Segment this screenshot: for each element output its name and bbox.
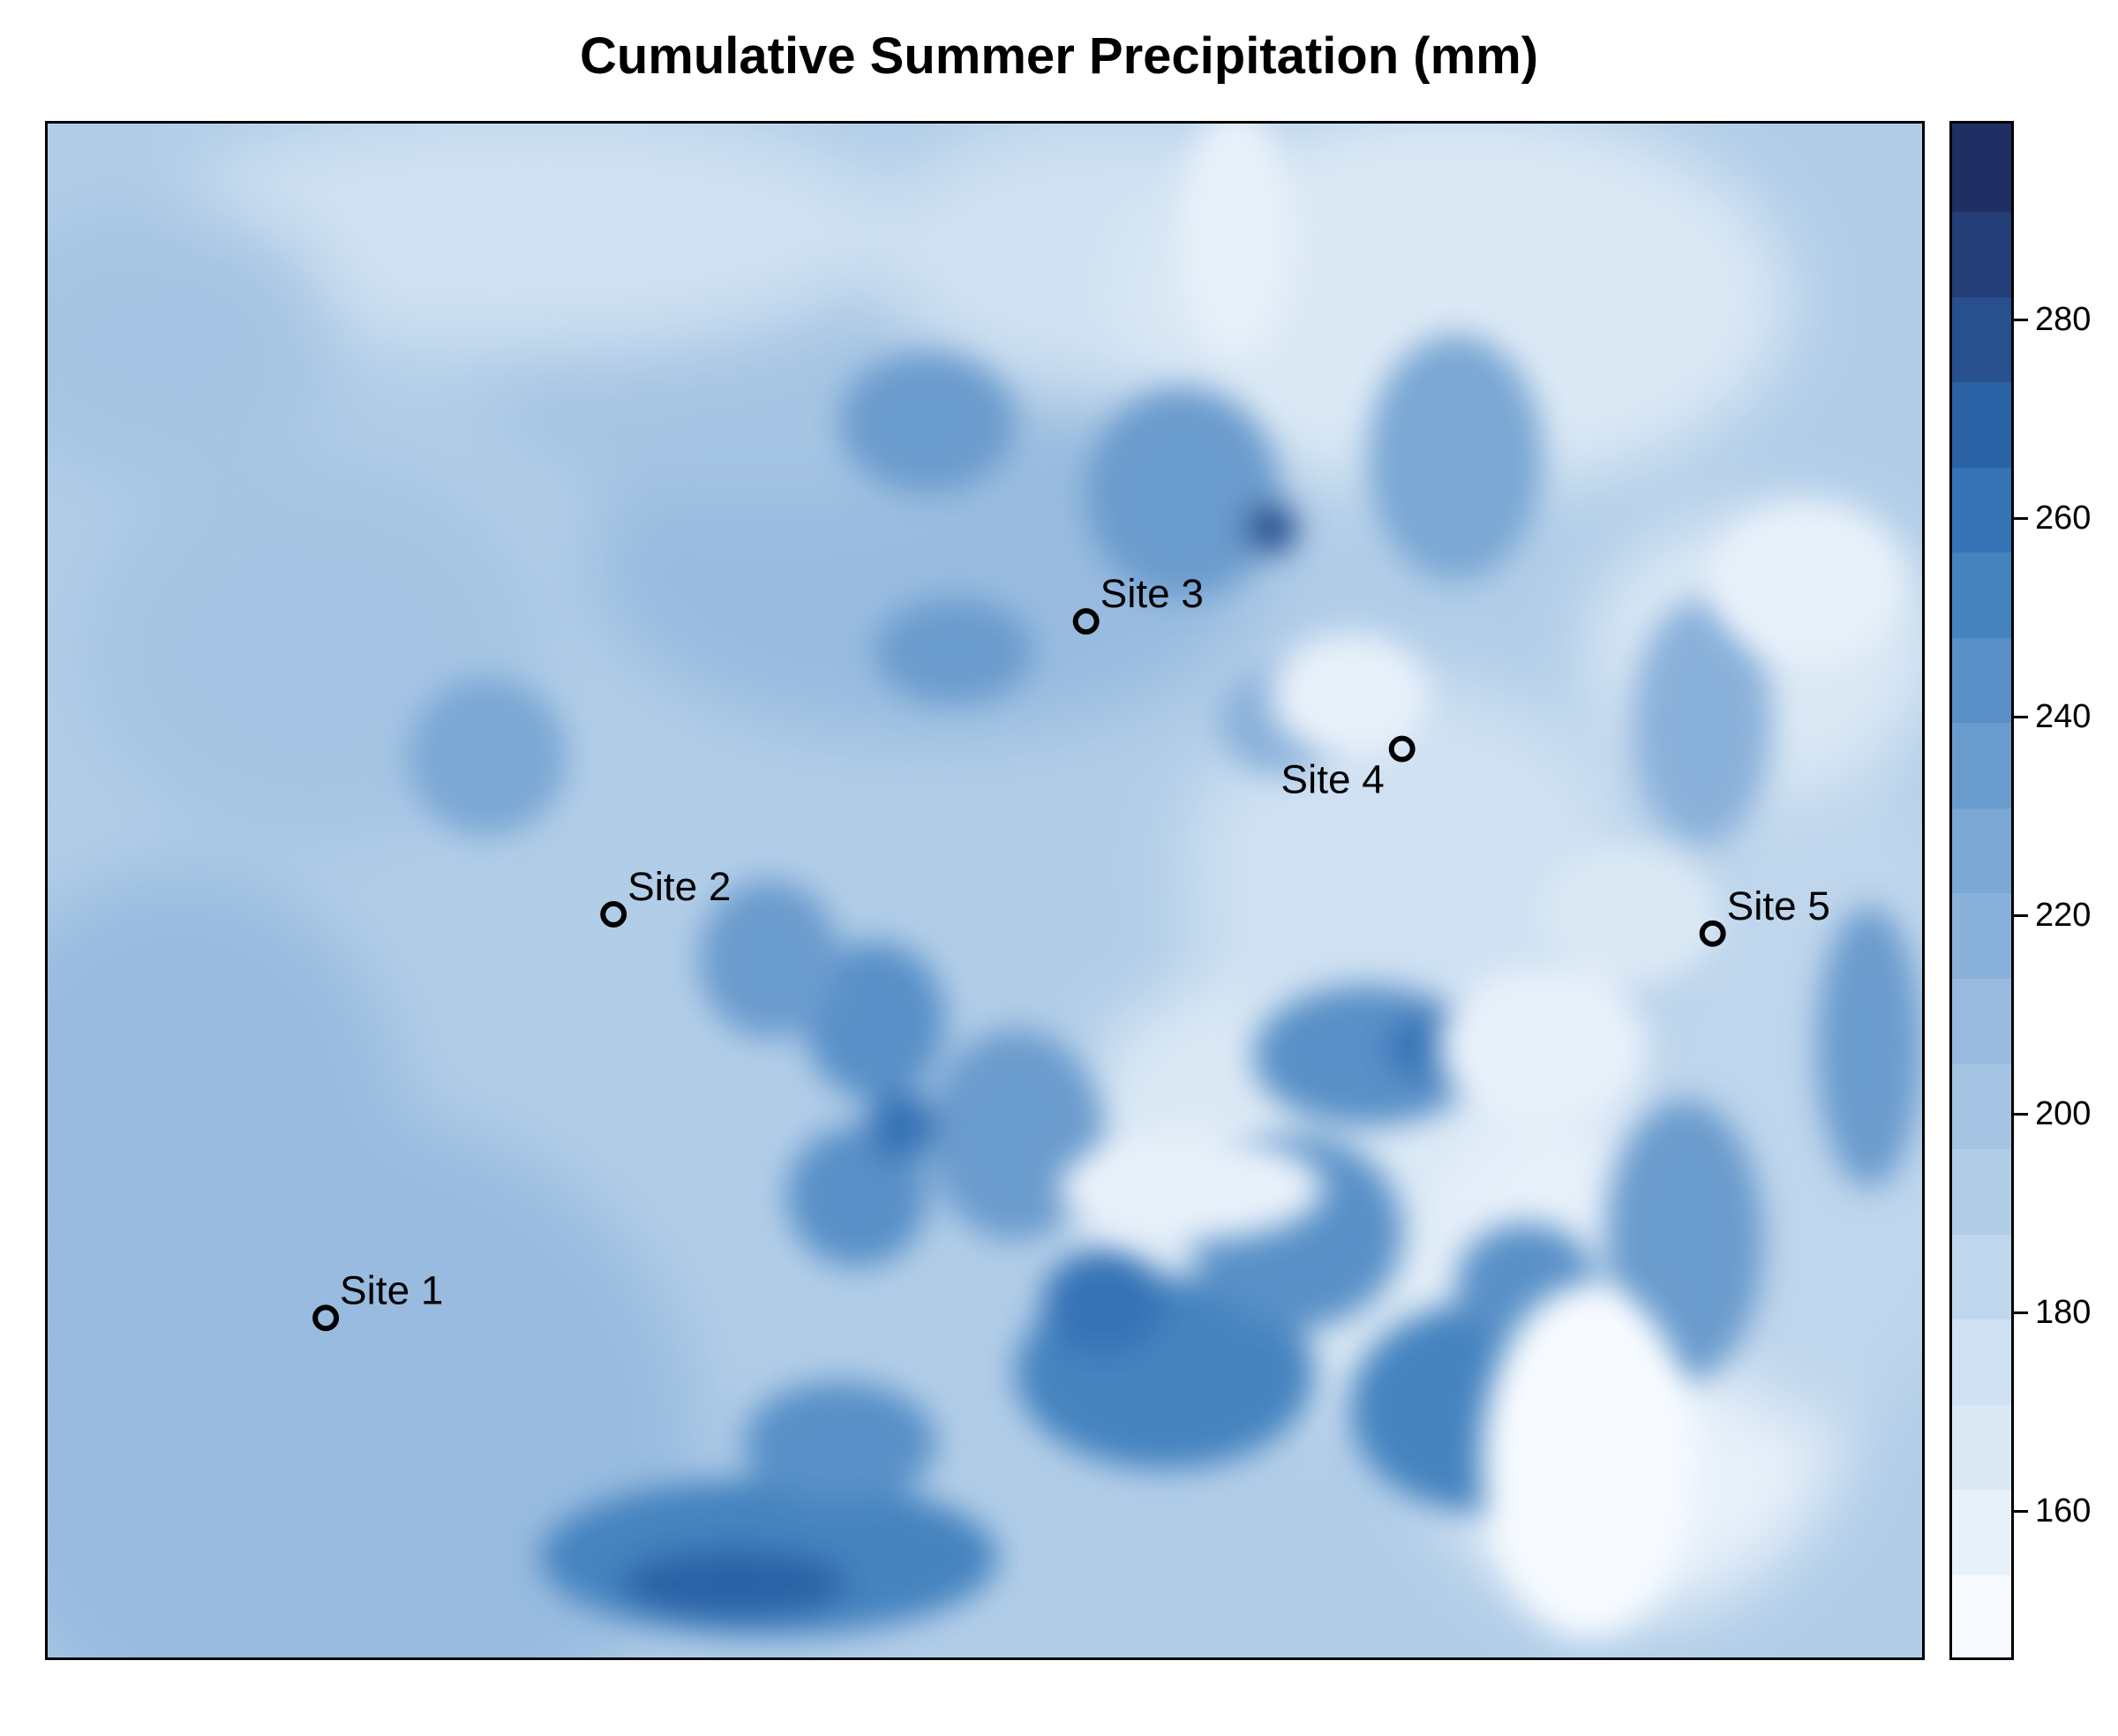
legend-color-step — [1952, 464, 2011, 553]
legend-color-step — [1952, 124, 2011, 213]
legend-color-step — [1952, 1316, 2011, 1405]
site-marker[interactable]: Site 5 — [1699, 883, 1830, 947]
site-marker[interactable]: Site 2 — [600, 863, 731, 928]
site-point-icon[interactable] — [1699, 920, 1726, 947]
legend-tick — [2014, 1112, 2028, 1116]
legend-color-step — [1952, 1402, 2011, 1491]
legend-tick-label: 220 — [2035, 897, 2092, 935]
legend-tick — [2014, 715, 2028, 718]
legend-tick — [2014, 1311, 2028, 1314]
legend-tick-label: 260 — [2035, 500, 2092, 537]
legend-color-step — [1952, 805, 2011, 894]
site-label: Site 3 — [1100, 570, 1204, 616]
precipitation-map: Site 1 Site 2 Site 3 Site 4 Site 5 — [45, 121, 1925, 1660]
legend-color-step — [1952, 1572, 2011, 1657]
legend-tick-label: 240 — [2035, 698, 2092, 736]
site-label: Site 4 — [1281, 755, 1384, 801]
site-label: Site 5 — [1727, 883, 1830, 928]
legend-color-step — [1952, 719, 2011, 808]
color-legend — [1949, 121, 2014, 1660]
legend-tick-label: 180 — [2035, 1294, 2092, 1332]
legend-color-step — [1952, 208, 2011, 297]
legend-color-step — [1952, 891, 2011, 980]
legend-tick — [2014, 1509, 2028, 1513]
site-point-icon[interactable] — [1072, 608, 1100, 635]
valley-fields — [1059, 124, 1905, 1637]
site-point-icon[interactable] — [312, 1304, 340, 1332]
legend-color-step — [1952, 1231, 2011, 1320]
site-marker[interactable]: Site 1 — [312, 1266, 443, 1332]
site-label: Site 1 — [340, 1266, 443, 1312]
legend-tick — [2014, 318, 2028, 321]
map-title: Cumulative Summer Precipitation (mm) — [579, 27, 1539, 85]
legend-tick — [2014, 516, 2028, 520]
precipitation-raster: Site 1 Site 2 Site 3 Site 4 Site 5 — [48, 124, 1922, 1657]
legend-tick-label: 160 — [2035, 1492, 2092, 1530]
legend-color-step — [1952, 1486, 2011, 1575]
site-marker[interactable]: Site 4 — [1281, 735, 1416, 802]
site-point-icon[interactable] — [600, 900, 627, 928]
legend-color-step — [1952, 379, 2011, 468]
legend-color-step — [1952, 294, 2011, 383]
ridge-fields — [408, 334, 1922, 1637]
legend-color-step — [1952, 549, 2011, 638]
legend-tick-label: 280 — [2035, 301, 2092, 339]
site-point-icon[interactable] — [1388, 735, 1416, 763]
site-marker[interactable]: Site 3 — [1072, 570, 1204, 635]
legend-color-step — [1952, 975, 2011, 1064]
legend-tick-label: 200 — [2035, 1095, 2092, 1133]
site-label: Site 2 — [627, 863, 731, 909]
legend-tick — [2014, 913, 2028, 917]
legend-color-step — [1952, 635, 2011, 724]
legend-color-step — [1952, 1146, 2011, 1235]
legend-color-step — [1952, 1061, 2011, 1150]
